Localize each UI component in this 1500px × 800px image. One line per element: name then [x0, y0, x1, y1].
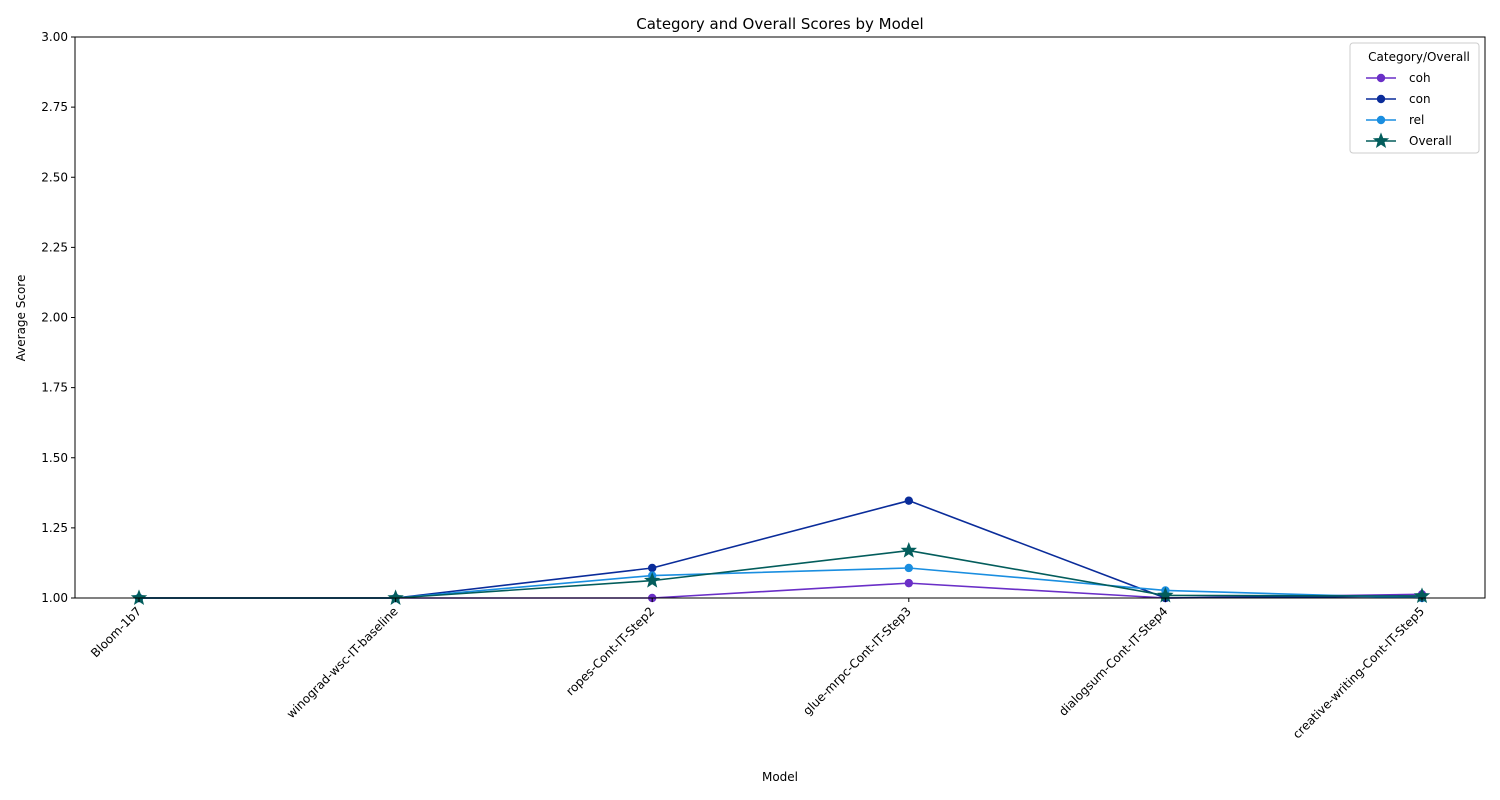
legend-label: coh	[1409, 71, 1431, 85]
x-tick-label: dialogsum-Cont-IT-Step4	[1056, 604, 1170, 718]
series-con	[134, 496, 1427, 603]
circle-marker-icon	[1376, 73, 1386, 83]
legend-title: Category/Overall	[1368, 50, 1470, 64]
legend-item-overall: Overall	[1366, 132, 1452, 148]
x-tick-label: ropes-Cont-IT-Step2	[563, 604, 657, 698]
circle-marker-icon	[1376, 115, 1386, 125]
legend-label: Overall	[1409, 134, 1452, 148]
plot-frame	[74, 36, 1486, 599]
chart-title: Category and Overall Scores by Model	[636, 15, 923, 33]
x-tick-label: winograd-wsc-IT-baseline	[284, 604, 401, 721]
series-line-rel	[139, 567, 1423, 599]
legend-label: con	[1409, 92, 1431, 106]
data-point-overall	[644, 571, 661, 588]
y-tick-label: 2.50	[41, 170, 68, 184]
y-tick-label: 1.50	[41, 451, 68, 465]
data-point-con	[648, 563, 657, 573]
legend-label: rel	[1409, 113, 1424, 127]
series-overall	[130, 541, 1431, 605]
y-tick-label: 1.00	[41, 591, 68, 605]
y-tick-label: 1.75	[41, 381, 68, 395]
series-line-con	[139, 499, 1423, 599]
y-tick-label: 2.25	[41, 240, 68, 254]
data-point-con	[904, 496, 913, 505]
x-tick-label: glue-mrpc-Cont-IT-Step3	[800, 604, 914, 718]
x-axis-label: Model	[762, 770, 798, 784]
y-tick-label: 1.25	[41, 521, 68, 535]
star-marker-icon	[1372, 132, 1390, 148]
plot-area	[130, 496, 1431, 605]
data-point-rel	[904, 563, 913, 573]
legend: Category/Overall coh con rel Overall	[1349, 42, 1480, 154]
y-tick-label: 2.00	[41, 311, 68, 325]
data-point-coh	[904, 578, 913, 588]
legend-frame	[1349, 42, 1480, 154]
legend-item-rel: rel	[1366, 113, 1424, 127]
legend-item-coh: coh	[1366, 71, 1431, 85]
x-tick-label: creative-writing-Cont-IT-Step5	[1290, 604, 1427, 741]
circle-marker-icon	[1376, 94, 1386, 104]
data-point-overall	[900, 541, 917, 558]
y-tick-label: 3.00	[41, 30, 68, 44]
legend-item-con: con	[1366, 92, 1431, 106]
x-tick-label: Bloom-1b7	[88, 604, 144, 660]
axes: 1.00 1.25 1.50 1.75 2.00 2.25 2.50 2.75 3.00 Bloo…	[41, 30, 1427, 741]
y-axis-label: Average Score	[14, 275, 28, 362]
y-tick-label: 2.75	[41, 100, 68, 114]
